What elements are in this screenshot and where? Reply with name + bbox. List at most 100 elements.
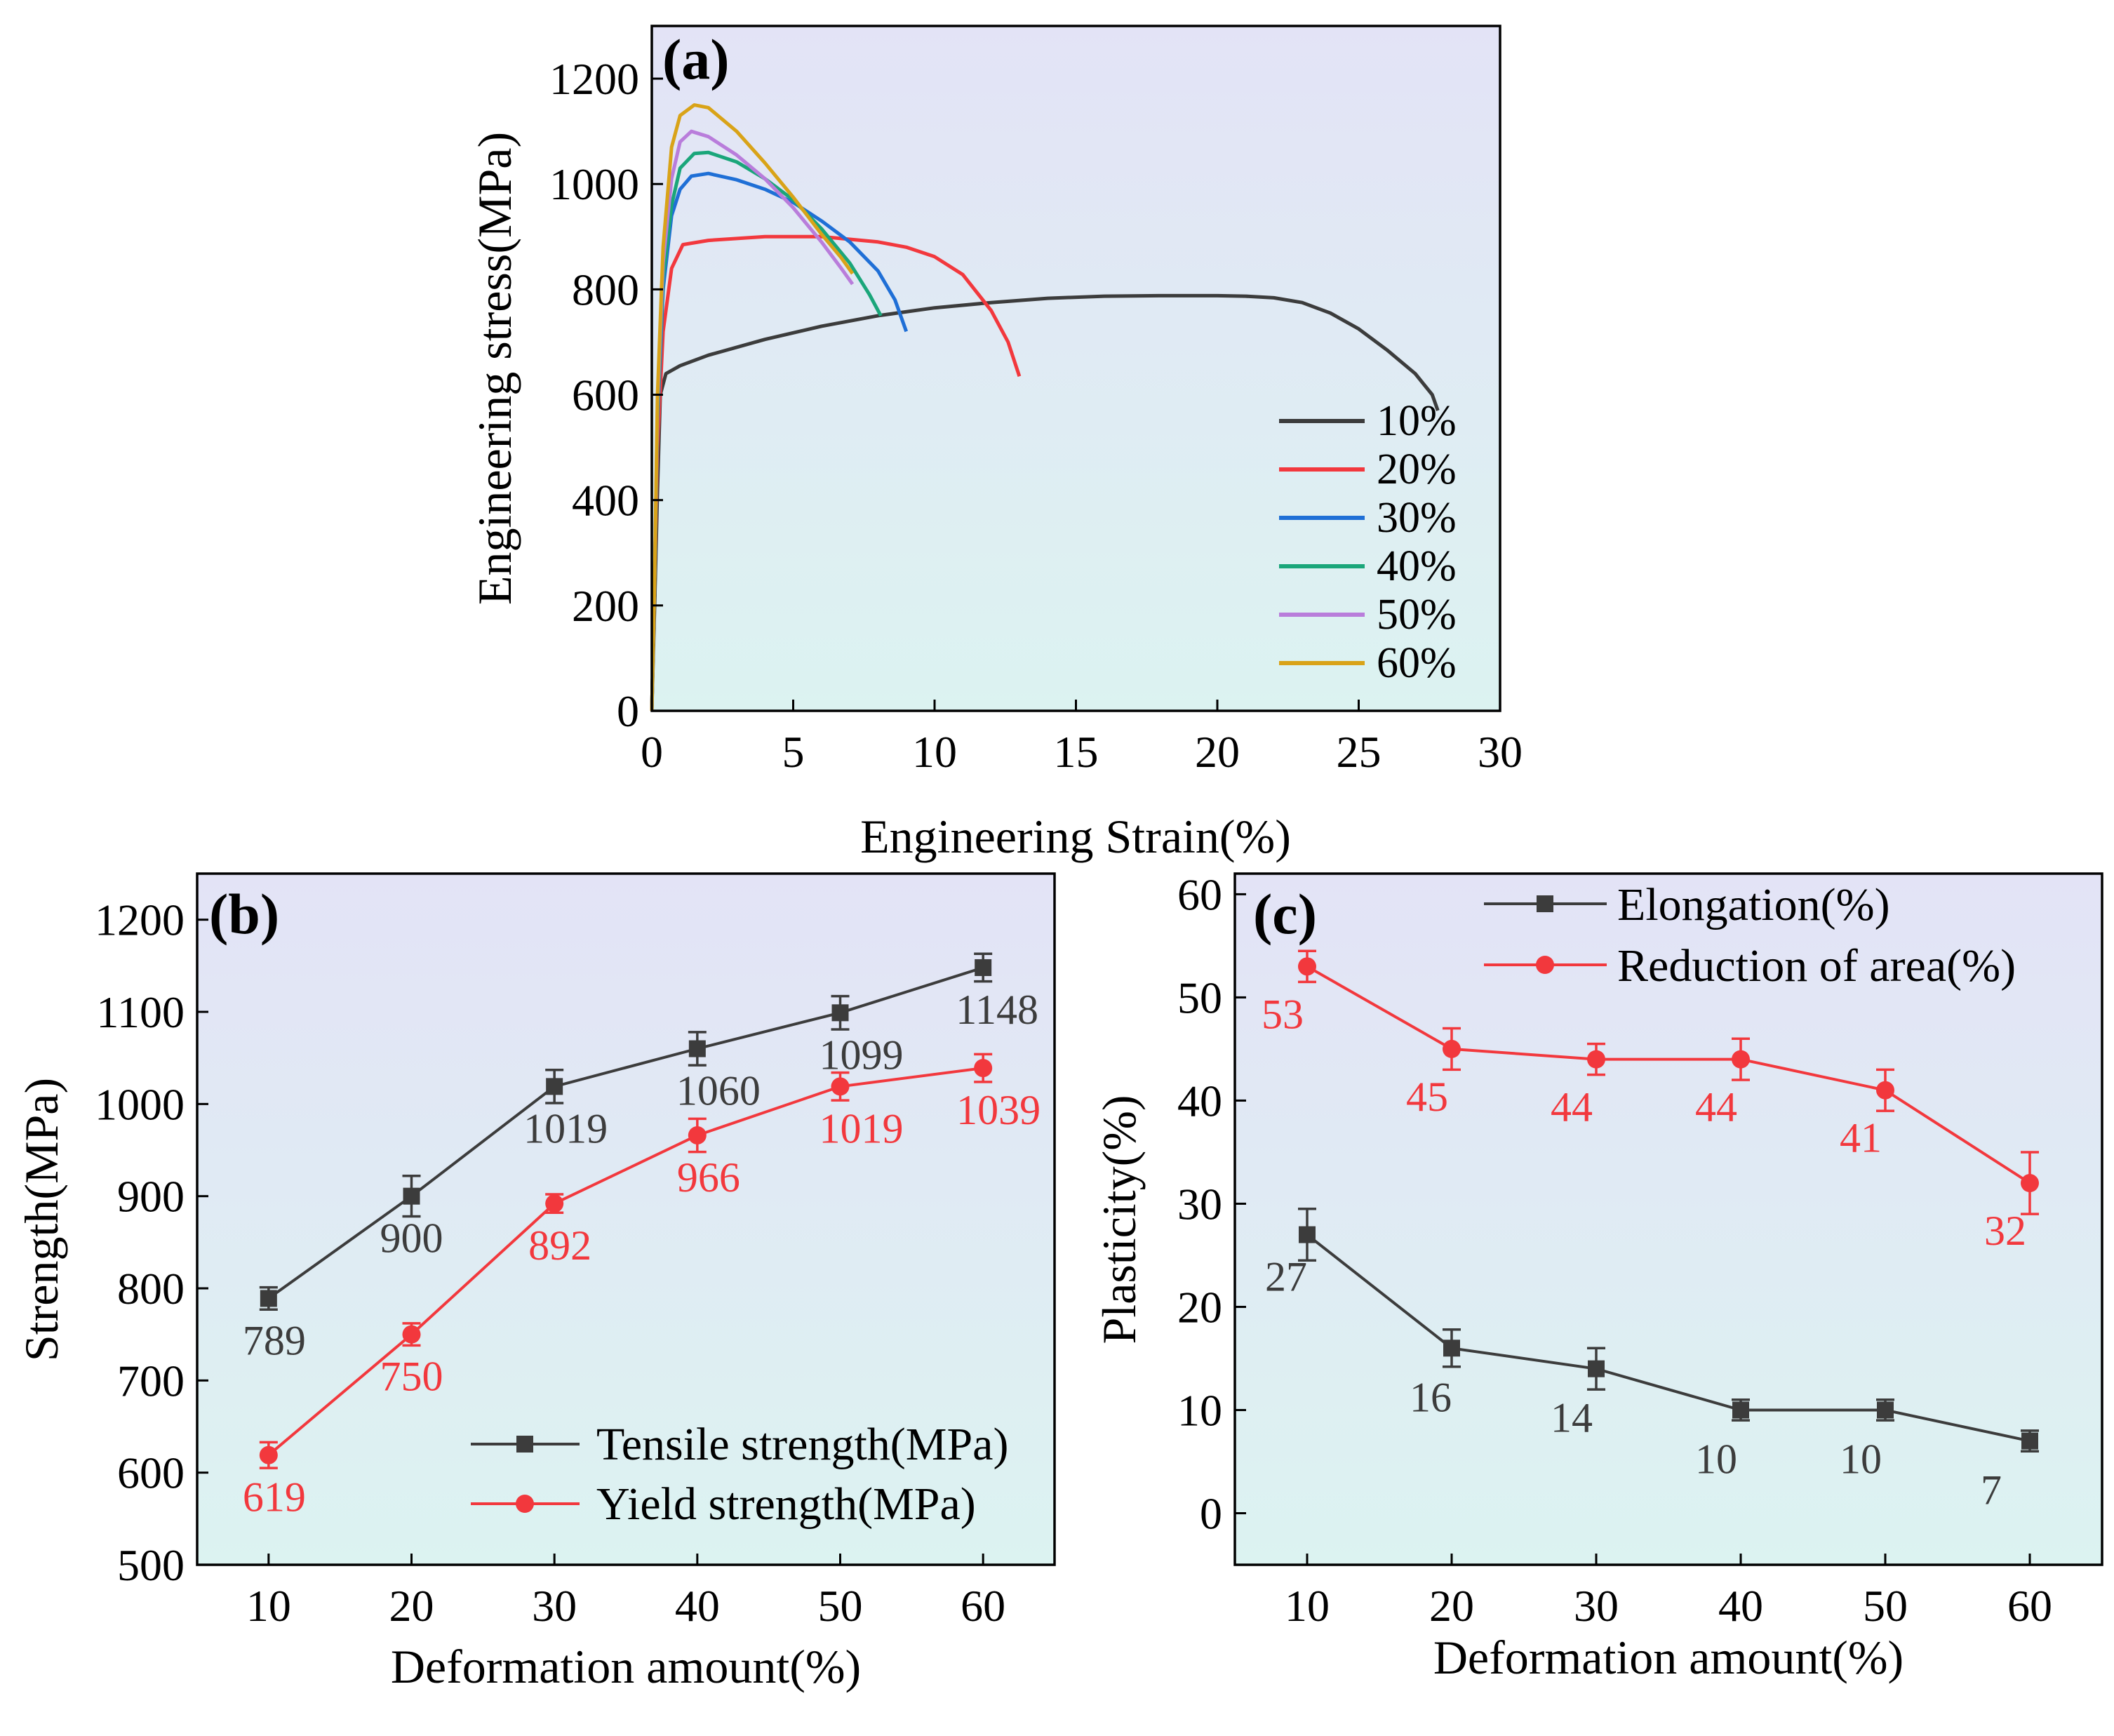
panel-a-y-tick-label: 1200 bbox=[549, 54, 639, 104]
data-label: 1019 bbox=[819, 1105, 904, 1151]
data-label: 10 bbox=[1840, 1436, 1882, 1482]
data-point bbox=[1732, 1050, 1750, 1069]
series-line-tensile bbox=[267, 966, 984, 1300]
panel-a-legend: 10%20%30%40%50%60% bbox=[1279, 397, 1457, 687]
data-label: 44 bbox=[1695, 1084, 1737, 1130]
data-point bbox=[546, 1078, 563, 1095]
panel-c-label: (c) bbox=[1253, 882, 1317, 946]
data-point bbox=[1876, 1081, 1894, 1100]
panel-a-x-tick-label: 0 bbox=[641, 727, 663, 777]
panel-b-y-tick-label: 1100 bbox=[96, 987, 185, 1037]
legend-label: Tensile strength(MPa) bbox=[596, 1419, 1008, 1470]
panel-c-y-tick-label: 30 bbox=[1177, 1179, 1222, 1229]
panel-c-x-tick-label: 40 bbox=[1718, 1581, 1763, 1631]
legend-label-30pct: 30% bbox=[1377, 494, 1457, 542]
data-label: 32 bbox=[1984, 1208, 2026, 1254]
data-label: 1019 bbox=[523, 1105, 608, 1151]
legend-label-50pct: 50% bbox=[1377, 591, 1457, 639]
stress-strain-curve-10pct bbox=[650, 293, 1440, 712]
panel-a-plot-area bbox=[652, 26, 1500, 711]
data-point bbox=[688, 1126, 707, 1144]
panel-c-y-tick-label: 40 bbox=[1177, 1076, 1222, 1126]
data-point bbox=[259, 1445, 278, 1464]
panel-c-x-tick-label: 10 bbox=[1285, 1581, 1330, 1631]
data-point bbox=[403, 1187, 420, 1205]
data-label: 44 bbox=[1551, 1084, 1593, 1130]
legend-label: Reduction of area(%) bbox=[1617, 940, 2016, 991]
panel-b-x-tick-label: 20 bbox=[389, 1581, 434, 1631]
panel-c-y-tick-label: 50 bbox=[1177, 973, 1222, 1022]
data-point bbox=[831, 1004, 849, 1022]
panel-b-label: (b) bbox=[209, 882, 279, 946]
panel-a-x-tick-label: 20 bbox=[1195, 727, 1240, 777]
panel-a-y-axis-title: Engineering stress(MPa) bbox=[468, 132, 521, 605]
panel-b-y-axis-title: Strength(MPa) bbox=[15, 1078, 68, 1361]
panel-b-x-axis-title: Deformation amount(%) bbox=[391, 1640, 861, 1693]
legend-marker bbox=[1536, 956, 1554, 974]
panel-a-y-tick-label: 800 bbox=[572, 265, 639, 314]
series-line-yield bbox=[267, 1067, 984, 1457]
panel-c-x-axis-title: Deformation amount(%) bbox=[1433, 1631, 1904, 1684]
data-point bbox=[1299, 1226, 1316, 1243]
panel-a-y-tick-label: 400 bbox=[572, 476, 639, 526]
panel-b-x-tick-label: 40 bbox=[675, 1581, 720, 1631]
panel-a-y-tick-label: 1000 bbox=[549, 159, 639, 209]
data-label: 27 bbox=[1265, 1254, 1307, 1300]
panel-c-frame bbox=[1233, 872, 2103, 1566]
panel-a-y-tick-label: 200 bbox=[572, 581, 639, 631]
panel-c-series: 27 16 14 10 10 7 53 45 44 44 41 32 bbox=[1262, 949, 2039, 1514]
panel-a-x-tick-label: 30 bbox=[1478, 727, 1523, 777]
legend-label: Yield strength(MPa) bbox=[596, 1478, 976, 1530]
legend-marker bbox=[516, 1495, 534, 1513]
data-point bbox=[1588, 1360, 1605, 1377]
data-label: 41 bbox=[1840, 1115, 1882, 1161]
data-label: 45 bbox=[1406, 1074, 1448, 1120]
panel-c-legend: Elongation(%) Reduction of area(%) bbox=[1484, 879, 2016, 991]
data-label: 1099 bbox=[819, 1031, 904, 1078]
panel-b-x-tick-label: 60 bbox=[961, 1581, 1005, 1631]
panel-b-y-tick-label: 900 bbox=[117, 1172, 185, 1222]
panel-c-plot-area bbox=[1235, 874, 2102, 1565]
data-label: 619 bbox=[243, 1474, 306, 1521]
legend-marker bbox=[516, 1436, 533, 1453]
legend-label-40pct: 40% bbox=[1377, 542, 1457, 590]
data-label: 750 bbox=[380, 1354, 443, 1400]
panel-c-x-tick-label: 30 bbox=[1574, 1581, 1619, 1631]
data-point bbox=[260, 1290, 277, 1307]
panel-a: 0 5 10 15 20 25 30 0 200 400 600 800 1000 1200 (a) En… bbox=[468, 25, 1523, 863]
panel-a-y-tick-label: 600 bbox=[572, 370, 639, 420]
data-label: 14 bbox=[1551, 1395, 1593, 1441]
panel-b-y-tick-label: 1200 bbox=[95, 895, 185, 945]
data-point bbox=[402, 1325, 421, 1344]
data-point bbox=[975, 959, 992, 976]
series-line-reduction bbox=[1306, 965, 2031, 1184]
panel-b-y-tick-label: 500 bbox=[117, 1540, 185, 1590]
panel-b-legend: Tensile strength(MPa) Yield strength(MPa) bbox=[471, 1419, 1008, 1530]
data-point bbox=[688, 1040, 706, 1057]
panel-a-x-tick-label: 5 bbox=[782, 727, 805, 777]
data-label: 53 bbox=[1262, 991, 1304, 1037]
panel-b-y-tick-label: 700 bbox=[117, 1356, 185, 1406]
data-label: 1148 bbox=[956, 987, 1038, 1033]
panel-b-series: 789 900 1019 1060 1099 1148 619 750 892 966 1019 10… bbox=[243, 952, 1041, 1521]
data-point bbox=[1443, 1340, 1460, 1357]
panel-a-label: (a) bbox=[662, 27, 730, 91]
panel-c-x-tick-label: 50 bbox=[1863, 1581, 1908, 1631]
panel-b-y-tick-label: 800 bbox=[117, 1264, 185, 1314]
data-point bbox=[545, 1194, 564, 1213]
data-point bbox=[1732, 1401, 1749, 1419]
panel-a-x-tick-label: 10 bbox=[912, 727, 957, 777]
panel-a-x-axis-title: Engineering Strain(%) bbox=[860, 810, 1291, 863]
panel-a-y-tick-label: 0 bbox=[617, 686, 639, 736]
panel-c-y-tick-label: 20 bbox=[1177, 1282, 1222, 1332]
legend-label-20pct: 20% bbox=[1377, 446, 1457, 493]
panel-c-y-tick-label: 60 bbox=[1177, 869, 1222, 919]
data-point bbox=[1443, 1039, 1461, 1058]
data-point bbox=[1298, 957, 1316, 976]
data-label: 966 bbox=[677, 1154, 740, 1201]
panel-a-x-tick-label: 15 bbox=[1054, 727, 1099, 777]
data-point bbox=[831, 1077, 850, 1096]
